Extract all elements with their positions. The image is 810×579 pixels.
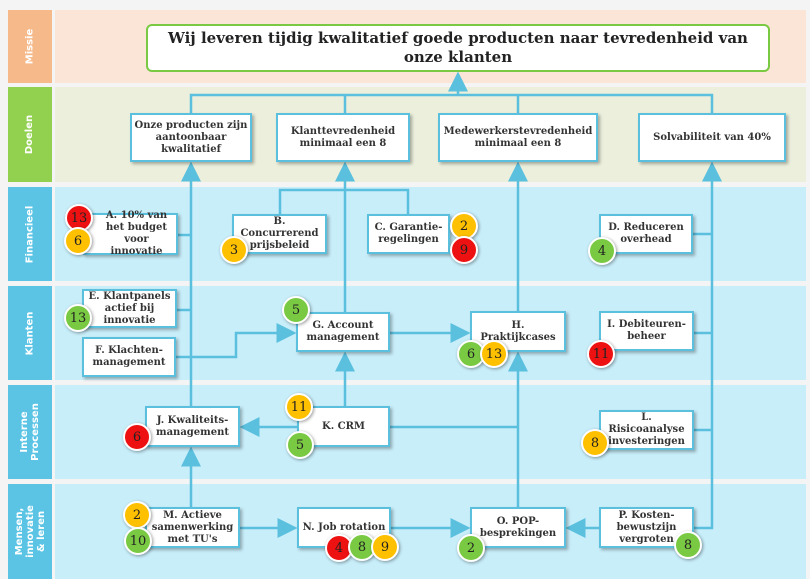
- score-badge-h-yellow: 13: [480, 340, 508, 368]
- score-badge-k-yellow: 11: [285, 393, 313, 421]
- goal-customer-satisfaction: Klanttevredenheid minimaal een 8: [276, 113, 410, 162]
- goal-solvency: Solvabiliteit van 40%: [638, 113, 786, 162]
- score-badge-e-green: 13: [64, 304, 92, 332]
- box-g: G. Account management: [296, 312, 390, 352]
- box-l: L. Risicoanalyse investeringen: [599, 410, 694, 450]
- score-badge-i-red: 11: [587, 340, 615, 368]
- goal-connector: [189, 93, 714, 113]
- row-label-mensen: Mensen, innovatie & leren: [8, 484, 52, 579]
- row-label-interne: Interne Processen: [8, 385, 52, 479]
- box-i: I. Debiteuren-beheer: [599, 311, 694, 351]
- score-badge-o-green: 2: [457, 534, 485, 562]
- row-label-doelen: Doelen: [8, 87, 52, 182]
- goal-employee-satisfaction: Medewerkerstevredenheid minimaal een 8: [438, 113, 598, 162]
- score-badge-g-green: 5: [282, 296, 310, 324]
- goal-quality: Onze producten zijn aantoonbaar kwalitat…: [130, 113, 252, 162]
- score-badge-p-green: 8: [674, 531, 702, 559]
- score-badge-k-green: 5: [286, 431, 314, 459]
- score-badge-m-green: 10: [124, 527, 152, 555]
- score-badge-a-yellow: 6: [64, 227, 92, 255]
- box-o: O. POP-besprekingen: [470, 507, 566, 548]
- box-e: E. Klantpanels actief bij innovatie: [82, 289, 177, 328]
- box-a: A. 10% van het budget voor innovatie: [83, 210, 178, 257]
- score-badge-m-yellow: 2: [123, 501, 151, 529]
- box-c: C. Garantie-regelingen: [367, 214, 450, 254]
- box-k: K. CRM: [297, 406, 390, 447]
- score-badge-b-yellow: 3: [220, 236, 248, 264]
- row-label-klanten: Klanten: [8, 286, 52, 380]
- mission-statement: Wij leveren tijdig kwalitatief goede pro…: [146, 24, 770, 72]
- box-m: M. Actieve samenwerking met TU's: [145, 507, 240, 548]
- row-label-missie: Missie: [8, 10, 52, 83]
- score-badge-n-yellow: 9: [371, 533, 399, 561]
- score-badge-j-red: 6: [123, 423, 151, 451]
- box-f: F. Klachten-management: [82, 337, 176, 377]
- score-badge-c-red: 9: [450, 236, 478, 264]
- score-badge-c-yellow: 2: [450, 212, 478, 240]
- row-label-financieel: Financieel: [8, 187, 52, 281]
- box-j: J. Kwaliteits-management: [145, 406, 240, 447]
- score-badge-d-green: 4: [588, 237, 616, 265]
- score-badge-l-yellow: 8: [581, 429, 609, 457]
- box-b: B. Concurrerend prijsbeleid: [232, 214, 327, 254]
